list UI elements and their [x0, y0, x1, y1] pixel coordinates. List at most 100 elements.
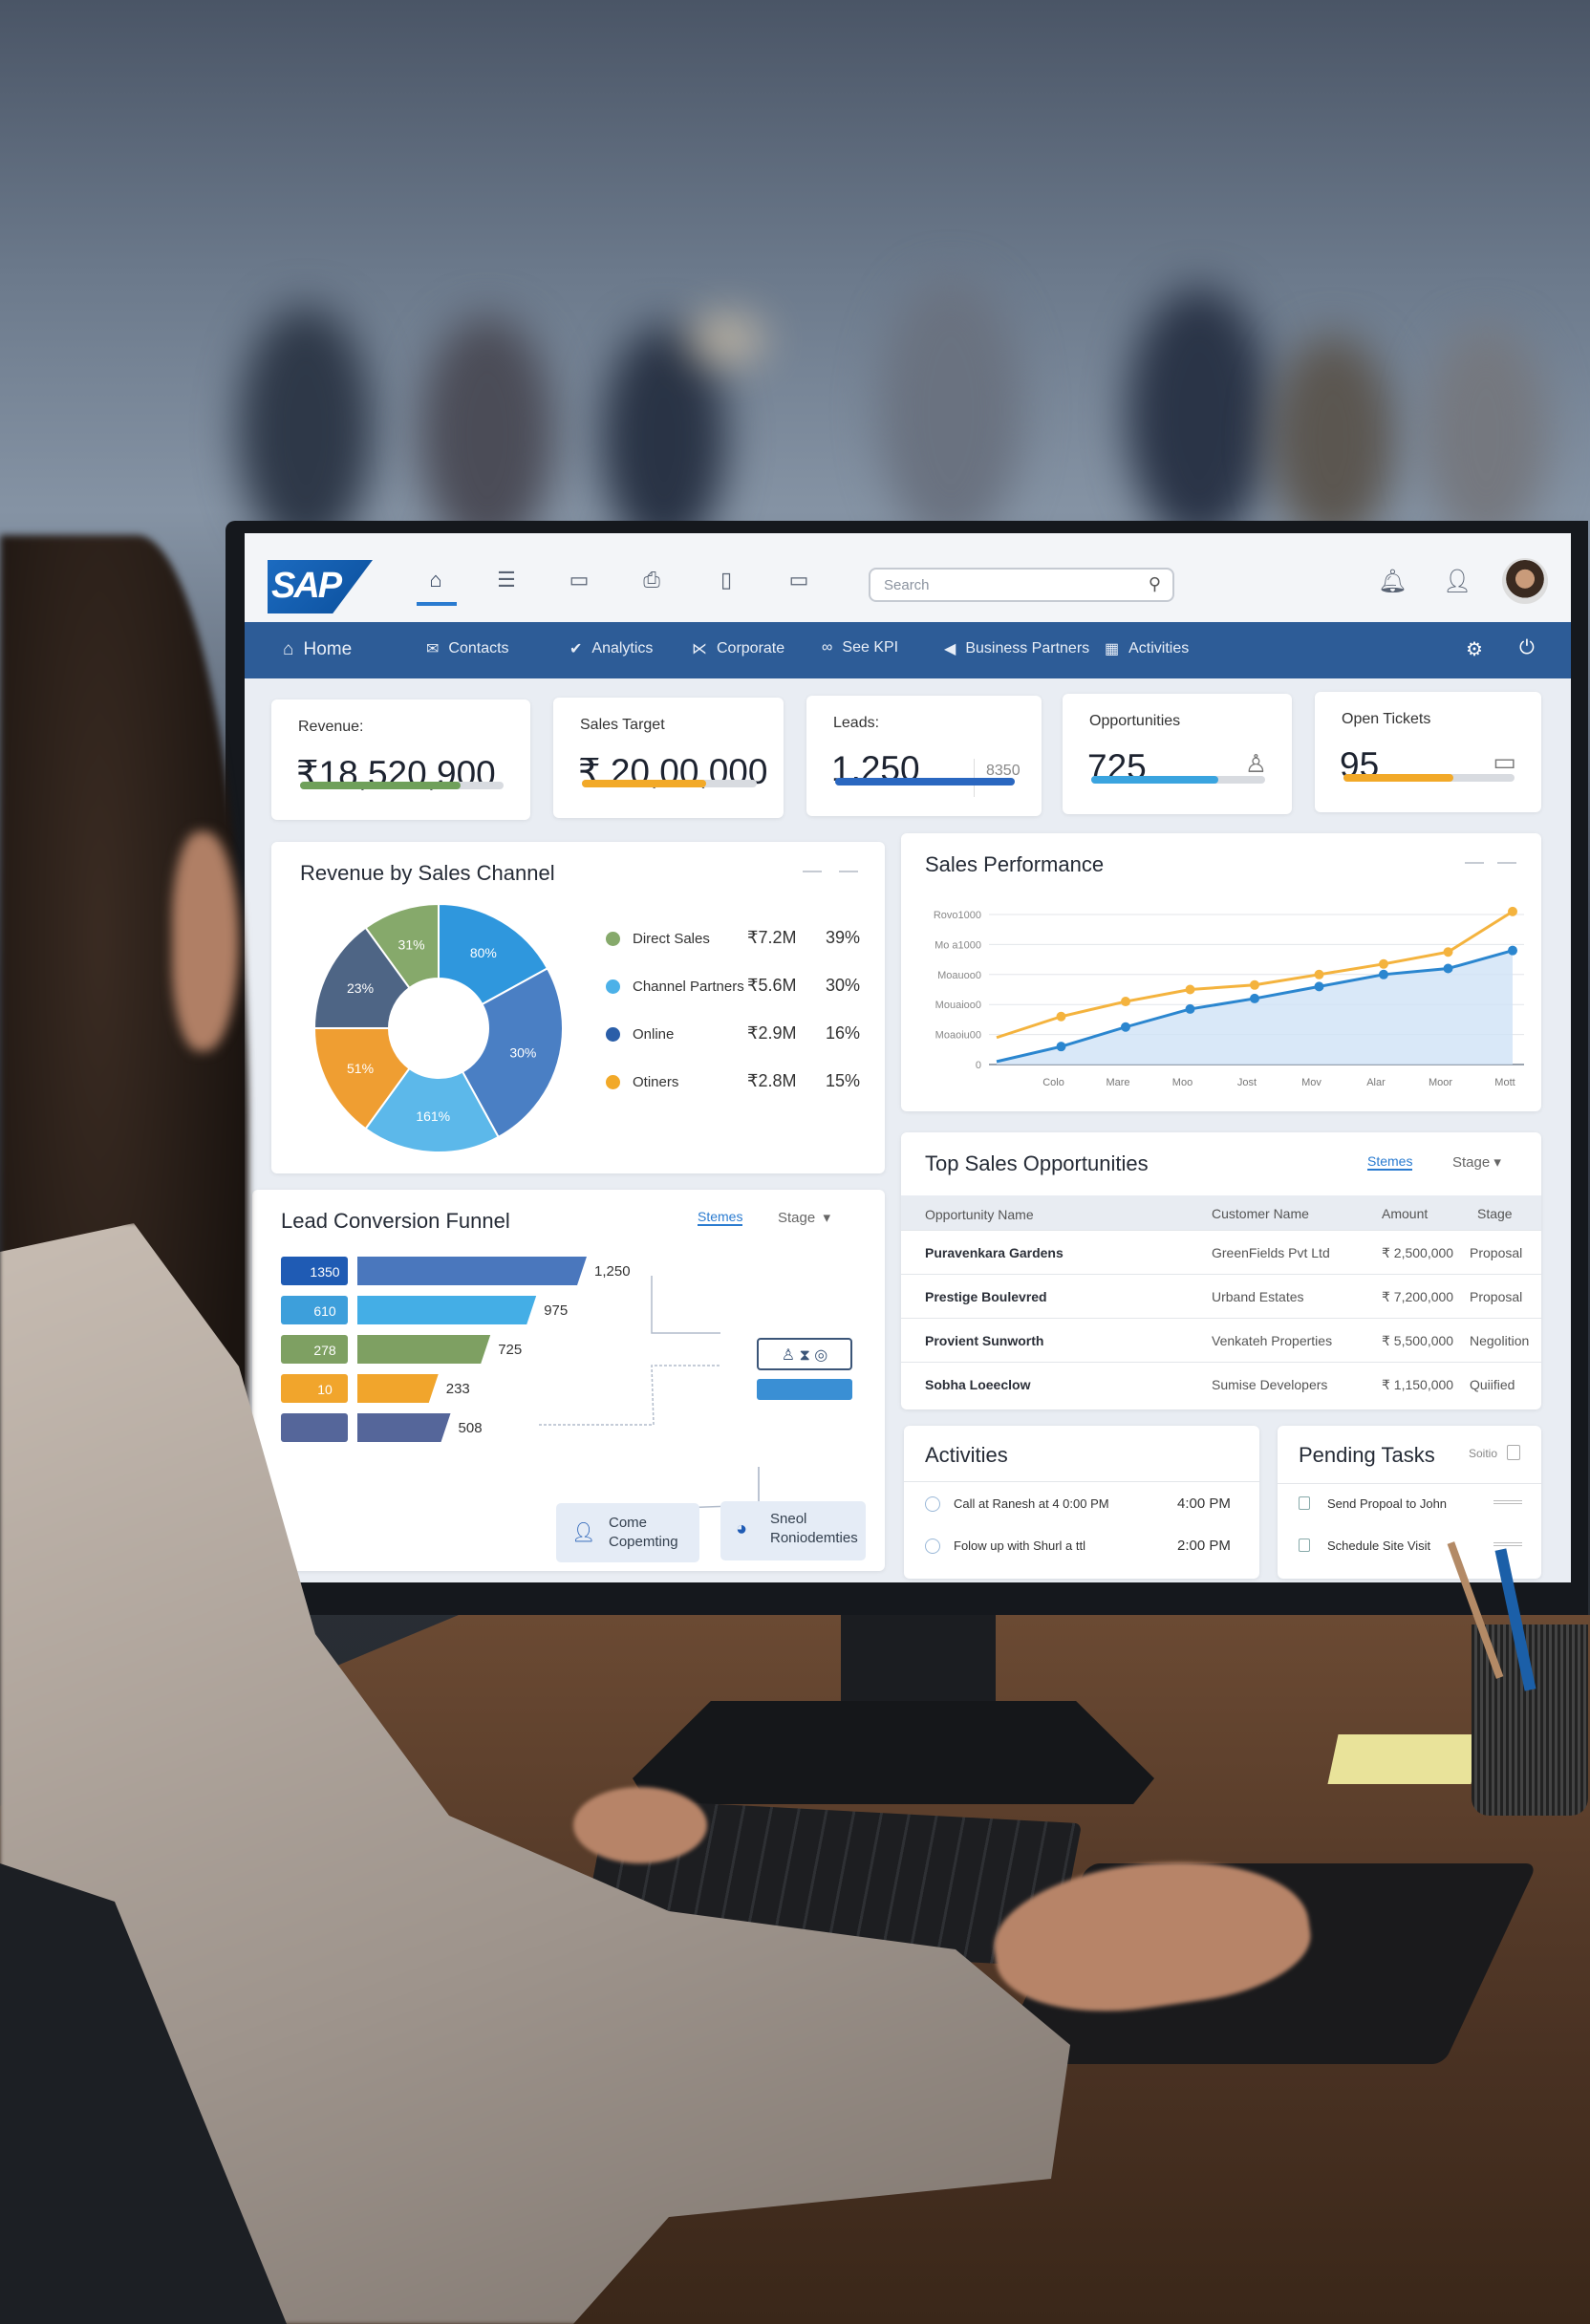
window-icon[interactable]: ▭	[788, 568, 809, 592]
data-point	[1379, 969, 1388, 979]
legend-swatch	[606, 1027, 620, 1042]
legend-item: Direct Sales ₹7.2M 39%	[606, 928, 873, 951]
drag-handle-icon[interactable]	[1493, 1542, 1522, 1546]
flow-connector	[539, 1365, 720, 1426]
table-cell: ₹ 7,200,000	[1382, 1289, 1454, 1304]
funnel-stage-count: 10	[317, 1382, 333, 1397]
nav-item-analytics[interactable]: ✔ Analytics	[569, 639, 653, 658]
bell-icon[interactable]: 🔔︎	[1378, 569, 1407, 594]
legend-item: Otiners ₹2.8M 15%	[606, 1071, 873, 1094]
minimize-icon[interactable]	[803, 871, 822, 872]
table-row[interactable]: Prestige Boulevred Urband Estates ₹ 7,200,…	[901, 1274, 1541, 1318]
nav-item-label: See KPI	[842, 639, 899, 656]
funnel-value-label: 1,250	[594, 1263, 631, 1280]
tab-stemes[interactable]: Stemes	[698, 1209, 743, 1226]
legend-swatch	[606, 932, 620, 946]
kpi-card-opportunities[interactable]: Opportunities 725 ♙	[1063, 694, 1292, 814]
data-point	[1314, 981, 1324, 992]
calendar-icon[interactable]	[1507, 1445, 1520, 1460]
document-icon[interactable]: ▯	[720, 568, 733, 592]
nav-item-see-kpi[interactable]: ∞ See KPI	[822, 639, 898, 656]
folder-icon[interactable]: ▭	[569, 568, 590, 592]
nav-item-business-partners[interactable]: ◀ Business Partners	[944, 639, 1089, 658]
power-icon[interactable]: ⏻	[1519, 637, 1535, 658]
funnel-value-label: 508	[459, 1420, 483, 1436]
activity-item[interactable]: Call at Ranesh at 4 0:00 PM 4:00 PM	[904, 1493, 1259, 1531]
data-point	[1250, 993, 1259, 1003]
person-face	[172, 831, 239, 1051]
funnel-stage-label-box	[281, 1257, 348, 1285]
tab-stemes[interactable]: Stemes	[1367, 1153, 1413, 1171]
legend-amount: ₹7.2M	[747, 928, 797, 947]
kpi-card-opentickets[interactable]: Open Tickets 95 ▭	[1315, 692, 1541, 812]
flow-box[interactable]: 👤︎ Come Copemting	[556, 1503, 699, 1562]
table-row[interactable]: Provient Sunworth Venkateh Properties ₹ 5,…	[901, 1318, 1541, 1362]
kpi-label: Opportunities	[1089, 713, 1181, 729]
column-header: Amount	[1382, 1206, 1429, 1221]
gear-icon[interactable]: ⚙	[1466, 639, 1483, 660]
minimize-icon[interactable]	[1465, 862, 1484, 864]
y-tick-label: Rovo1000	[934, 910, 981, 921]
activity-text: Folow up with Shurl a ttl	[954, 1539, 1086, 1553]
stage-dropdown[interactable]: Stage ▾	[1452, 1153, 1501, 1171]
legend-percent: 39%	[826, 928, 861, 947]
legend-label: Channel Partners	[633, 979, 744, 995]
table-row[interactable]: Sobha Loeeclow Sumise Developers ₹ 1,150,0…	[901, 1362, 1541, 1406]
legend-label: Direct Sales	[633, 931, 710, 947]
nav-item-home[interactable]: ⌂ Home	[283, 639, 352, 660]
search-input[interactable]: Search ⚲	[869, 568, 1174, 602]
kpi-card-salestarget[interactable]: Sales Target ₹ 20,00,000	[553, 698, 784, 818]
home-icon[interactable]: ⌂	[429, 568, 442, 592]
table-row[interactable]: Puravenkara Gardens GreenFields Pvt Ltd ₹ …	[901, 1230, 1541, 1274]
tasks-action-link[interactable]: Soitio	[1469, 1447, 1498, 1460]
dashboard-screen: SAP ⌂ ☰ ▭ ⎙ ▯ ▭ Search ⚲ 🔔︎ 👤︎ ⌂ Home ✉ Cont…	[245, 533, 1571, 1582]
dropdown-label: Stage	[778, 1210, 816, 1226]
activity-checkbox[interactable]	[925, 1539, 940, 1554]
stage-icons-box[interactable]: ♙ ⧗ ◎	[757, 1338, 852, 1370]
search-icon[interactable]: ⚲	[1148, 574, 1161, 593]
table-cell: Proposal	[1470, 1289, 1523, 1304]
task-item[interactable]: Send Propoal to John	[1278, 1493, 1541, 1531]
pie-slice	[312, 926, 411, 1029]
active-indicator	[417, 602, 457, 606]
monitor-base	[633, 1701, 1154, 1804]
task-item[interactable]: Schedule Site Visit	[1278, 1535, 1541, 1573]
legend-label: Online	[633, 1026, 675, 1043]
flow-box[interactable]: ◕ Sneol Roniodemties	[720, 1501, 866, 1560]
nav-item-corporate[interactable]: ⋉ Corporate	[692, 639, 784, 658]
funnel-stage-label-box	[281, 1413, 348, 1442]
kpi-progress-bar	[300, 782, 504, 789]
menu-icon[interactable]	[1497, 862, 1516, 864]
data-point	[1443, 947, 1453, 958]
nav-item-activities[interactable]: ▦ Activities	[1105, 639, 1189, 658]
drag-handle-icon[interactable]	[1493, 1500, 1522, 1504]
user-icon[interactable]: 👤︎	[1443, 569, 1472, 594]
stage-action-button[interactable]	[757, 1379, 852, 1400]
funnel-stage-count: 1350	[310, 1264, 339, 1280]
kpi-card-leads[interactable]: Leads: 1,250 8350	[806, 696, 1042, 816]
column-header: Customer Name	[1212, 1206, 1309, 1221]
kpi-label: Leads:	[833, 715, 880, 731]
legend-percent: 30%	[826, 976, 861, 995]
table-cell: Quiified	[1470, 1377, 1515, 1392]
activity-item[interactable]: Folow up with Shurl a ttl 2:00 PM	[904, 1535, 1259, 1573]
kpi-progress-bar	[835, 778, 1015, 785]
y-tick-label: Mouaioo0	[935, 1000, 981, 1011]
avatar[interactable]	[1502, 558, 1548, 604]
check-icon: ✔	[569, 641, 583, 657]
kpi-card-revenue[interactable]: Revenue: ₹18,520,900	[271, 699, 530, 820]
menu-icon[interactable]	[839, 871, 858, 872]
table-cell: Puravenkara Gardens	[925, 1245, 1064, 1260]
task-text: Schedule Site Visit	[1327, 1539, 1431, 1553]
nav-item-contacts[interactable]: ✉ Contacts	[426, 639, 509, 658]
column-header: Opportunity Name	[925, 1207, 1034, 1222]
printer-icon[interactable]: ⎙	[643, 568, 660, 592]
list-icon[interactable]: ☰	[497, 568, 516, 592]
data-point	[1314, 969, 1324, 979]
pie-slice	[364, 1066, 500, 1153]
column-header: Stage	[1477, 1206, 1513, 1221]
stage-dropdown[interactable]: Stage ▾	[778, 1209, 830, 1226]
table-cell: Urband Estates	[1212, 1289, 1304, 1304]
activity-checkbox[interactable]	[925, 1496, 940, 1512]
calendar-icon: ▦	[1105, 641, 1120, 657]
